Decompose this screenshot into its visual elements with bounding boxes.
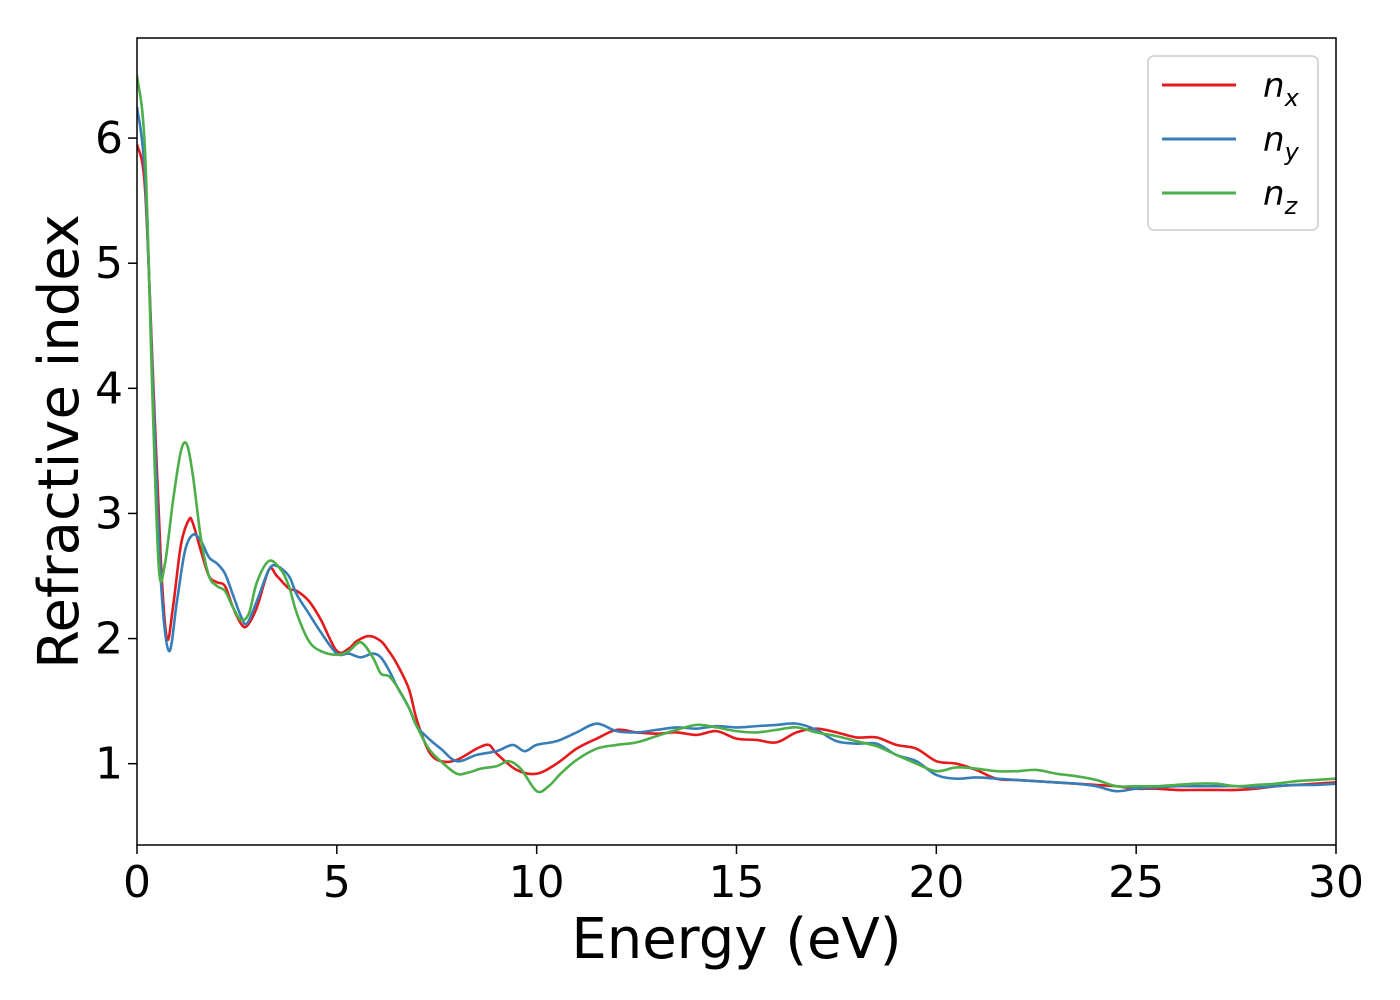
series-line-z — [137, 75, 1336, 794]
x-tick-label: 0 — [123, 857, 151, 908]
y-tick-label: 6 — [95, 113, 123, 164]
plot-frame — [136, 37, 1337, 846]
y-tick-label: 2 — [95, 614, 123, 665]
x-tick-label: 20 — [908, 857, 964, 908]
x-tick-label: 5 — [323, 857, 351, 908]
x-tick-label: 25 — [1108, 857, 1164, 908]
x-tick-label: 10 — [509, 857, 565, 908]
y-tick-label: 4 — [95, 363, 123, 414]
y-tick-label: 3 — [95, 488, 123, 539]
y-tick-label: 1 — [95, 739, 123, 790]
y-axis-ticks: 1 2 3 4 5 6 — [95, 113, 137, 790]
legend-box — [1147, 55, 1319, 231]
series-line-y — [137, 106, 1336, 793]
x-axis-label: Energy (eV) — [571, 907, 901, 972]
series-layer — [137, 75, 1336, 794]
x-tick-label: 30 — [1308, 857, 1364, 908]
y-axis-label: Refractive index — [27, 214, 92, 669]
x-tick-label: 15 — [709, 857, 765, 908]
y-tick-label: 5 — [95, 238, 123, 289]
series-line-x — [137, 144, 1336, 792]
x-axis-ticks: 0 5 10 15 20 25 30 — [123, 845, 1364, 908]
